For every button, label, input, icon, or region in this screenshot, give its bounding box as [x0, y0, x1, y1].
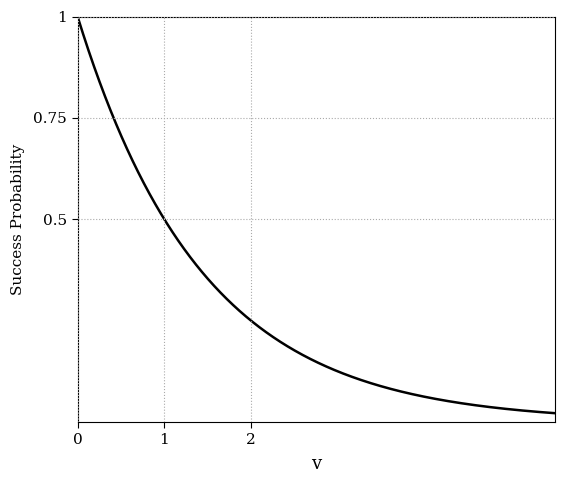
Y-axis label: Success Probability: Success Probability [11, 144, 25, 295]
X-axis label: v: v [311, 455, 321, 473]
